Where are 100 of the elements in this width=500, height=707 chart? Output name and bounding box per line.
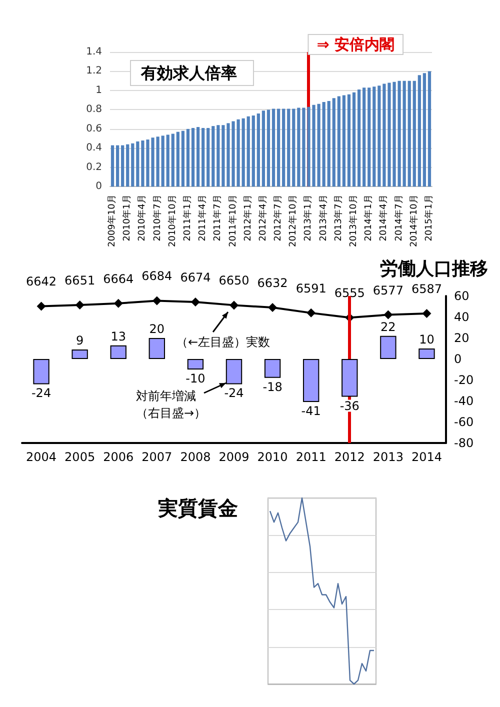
bar <box>428 71 432 187</box>
x-tick-label: 2010年1月 <box>122 194 133 242</box>
bar <box>368 88 371 187</box>
point <box>75 300 84 310</box>
bar <box>166 134 170 187</box>
y-tick-label: 0.6 <box>86 123 102 134</box>
bar <box>33 359 50 384</box>
x-tick-label: 2004 <box>26 450 57 464</box>
bar <box>380 336 396 359</box>
y-tick-label: 0.8 <box>86 104 102 116</box>
bar <box>352 92 356 187</box>
bar <box>202 128 205 187</box>
x-tick-label: 2011年10月 <box>227 194 238 248</box>
x-tick-label: 2010 <box>257 450 288 464</box>
data-label: -18 <box>262 380 282 394</box>
bar <box>206 128 210 187</box>
data-label: 6684 <box>142 269 172 284</box>
bar <box>72 350 88 359</box>
data-label: 6577 <box>372 283 404 298</box>
bar <box>408 80 411 187</box>
x-tick-label: 2013年4月 <box>318 194 329 242</box>
bar <box>292 108 296 187</box>
x-tick-label: 2014年1月 <box>363 194 374 242</box>
bar <box>332 98 336 187</box>
x-tick-label: 2014 <box>411 450 442 464</box>
annotation: （右目盛→） <box>136 406 206 420</box>
bar <box>242 118 245 187</box>
bar <box>362 88 366 187</box>
x-tick-label: 2009 <box>218 450 250 464</box>
x-tick-label: 2010年7月 <box>152 194 163 242</box>
y-tick-label: 1.2 <box>86 66 102 77</box>
data-label: 6591 <box>296 281 326 296</box>
y2-tick-label: 0 <box>454 352 462 366</box>
bar <box>161 136 164 187</box>
y2-tick-label: -80 <box>454 436 474 450</box>
bar <box>126 144 130 187</box>
x-tick-label: 2011年4月 <box>197 194 208 242</box>
point <box>306 308 316 318</box>
data-label: -41 <box>301 404 321 418</box>
bar <box>191 128 195 187</box>
x-tick-label: 2014年10月 <box>408 194 420 248</box>
chart-title: 実質賃金 <box>157 496 238 520</box>
y-tick-label: 0 <box>96 181 102 192</box>
bar <box>342 359 358 397</box>
y2-tick-label: 20 <box>454 331 470 345</box>
bar <box>116 145 120 187</box>
bar <box>110 145 114 187</box>
point <box>268 303 278 312</box>
y2-tick-label: -20 <box>454 373 474 387</box>
bar <box>216 125 220 187</box>
bar <box>136 141 140 187</box>
x-tick-label: 2012年7月 <box>272 194 284 242</box>
x-tick-label: 2005 <box>64 450 96 464</box>
bar <box>121 145 124 187</box>
bar <box>322 102 326 187</box>
x-tick-label: 2010年4月 <box>136 194 148 242</box>
data-label: 6674 <box>180 270 211 285</box>
y2-tick-label: 60 <box>454 289 470 303</box>
bar <box>186 128 190 187</box>
y-tick-label: 1.4 <box>86 46 102 58</box>
data-label: 22 <box>380 320 396 334</box>
bar <box>422 73 426 187</box>
x-tick-label: 2012年1月 <box>242 194 254 242</box>
bar <box>131 143 134 187</box>
bar <box>187 359 204 370</box>
data-label: -24 <box>224 386 244 400</box>
data-label: 6642 <box>26 274 57 289</box>
x-tick-label: 2013年1月 <box>302 194 314 242</box>
bar <box>297 108 300 187</box>
data-label: 6651 <box>64 274 96 288</box>
ref-line-label: ⇒ 安倍内閣 <box>316 36 395 54</box>
bar <box>110 345 126 359</box>
x-tick-label: 2008 <box>180 450 211 464</box>
bar <box>347 94 351 187</box>
x-tick-label: 2012 <box>334 450 365 464</box>
y-tick-label: 0.4 <box>86 142 102 154</box>
data-label: 9 <box>76 334 84 348</box>
x-tick-label: 2010年10月 <box>166 194 178 248</box>
bar <box>148 338 166 359</box>
bar <box>171 134 174 187</box>
data-label: 6650 <box>218 274 250 288</box>
bar <box>266 110 270 187</box>
bar <box>287 108 290 187</box>
y2-tick-label: -60 <box>454 415 474 429</box>
x-tick-label: 2009年10月 <box>106 194 118 248</box>
bar <box>402 80 406 187</box>
annotation: 対前年増減 <box>136 389 196 403</box>
bar <box>262 110 266 187</box>
point <box>36 302 46 311</box>
bar <box>282 108 286 187</box>
bar <box>372 86 376 187</box>
y-tick-label: 0.2 <box>86 162 102 173</box>
chart-title: 労働人口推移 <box>380 258 488 280</box>
data-label: 20 <box>149 322 165 336</box>
bar <box>196 127 200 187</box>
x-tick-label: 2013年7月 <box>332 194 344 242</box>
x-tick-label: 2012年10月 <box>288 194 299 248</box>
bar <box>256 114 260 187</box>
annotation: （←左目盛）実数 <box>176 335 270 349</box>
bar <box>276 108 280 187</box>
